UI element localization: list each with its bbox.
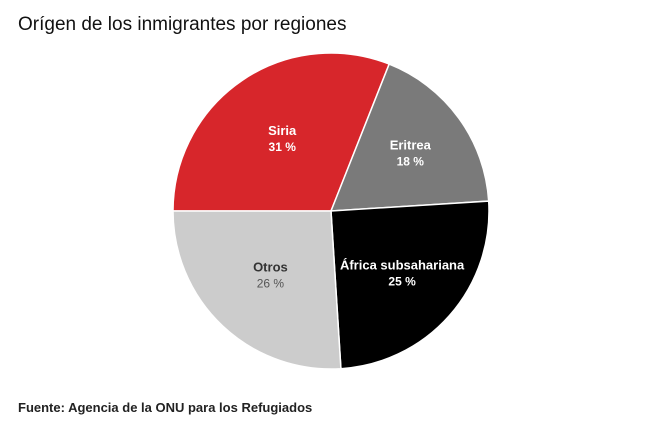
pie-slice-áfrica-subsahariana xyxy=(330,200,490,370)
source-note: Fuente: Agencia de la ONU para los Refug… xyxy=(18,400,313,415)
slice-label: Siria xyxy=(268,123,297,138)
pie-slice-siria xyxy=(172,52,391,212)
chart-title: Orígen de los inmigrantes por regiones xyxy=(18,14,347,35)
pie-slice-otros xyxy=(172,210,342,370)
slice-value-label: 25 % xyxy=(388,275,416,289)
pie-labels: Siria 31 % Eritrea 18 % África subsahariana 2… xyxy=(253,123,465,290)
pie-slices xyxy=(172,52,490,370)
slice-value-label: 18 % xyxy=(397,154,425,168)
slice-label: Eritrea xyxy=(390,137,432,152)
pie-slice-eritrea xyxy=(329,63,490,212)
slice-label: África subsahariana xyxy=(340,258,465,273)
slice-value-label: 31 % xyxy=(269,140,297,154)
slice-label: Otros xyxy=(253,260,288,275)
slice-value-label: 26 % xyxy=(257,277,285,291)
